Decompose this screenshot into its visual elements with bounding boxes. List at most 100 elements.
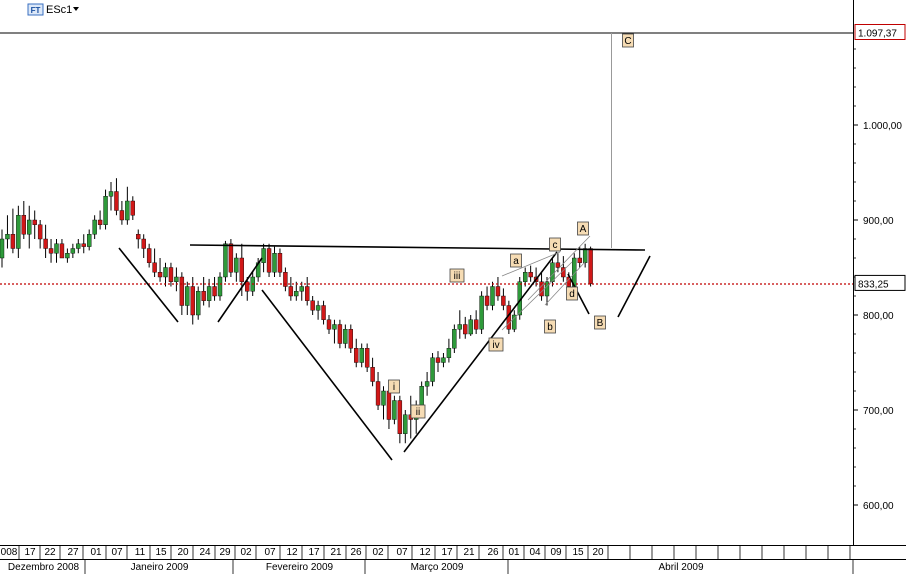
date-tick-label: 26 <box>487 547 499 558</box>
wave-label: c <box>553 240 558 251</box>
candle-up <box>441 357 446 363</box>
candle-up <box>108 191 114 197</box>
candle-up <box>70 248 76 254</box>
candle-up <box>490 286 495 306</box>
date-tick-label: 11 <box>135 547 146 558</box>
candle-down <box>97 219 103 225</box>
candle-up <box>27 219 32 235</box>
candle-down <box>157 272 163 278</box>
candle-up <box>16 215 21 249</box>
wave-label-box <box>388 379 400 394</box>
candle-down <box>305 286 310 301</box>
wave-label: iii <box>454 271 461 282</box>
ft-badge[interactable] <box>27 3 44 16</box>
candle-down <box>588 248 593 284</box>
candle-up <box>163 267 168 278</box>
candle-down <box>501 295 506 306</box>
date-tick-label: 27 <box>67 547 79 558</box>
candle-up <box>234 257 239 273</box>
candle-down <box>190 286 195 316</box>
candle-down <box>337 324 343 344</box>
wave-label-box <box>566 286 578 301</box>
candle-down <box>473 319 479 330</box>
annotation-lines-layer <box>0 32 853 461</box>
candle-up <box>185 286 190 306</box>
candle-up <box>315 305 321 311</box>
candle-up <box>582 248 588 263</box>
date-tick-label: 17 <box>308 547 320 558</box>
candle-down <box>326 319 332 330</box>
date-tick-label: 01 <box>508 547 520 558</box>
channel-line-1 <box>501 251 561 277</box>
candle-down <box>228 243 234 273</box>
month-label: Abril 2009 <box>658 562 703 573</box>
date-tick-label: 15 <box>572 547 584 558</box>
candle-down <box>577 257 582 263</box>
candle-up <box>103 196 108 225</box>
triangle-down-icon[interactable] <box>73 7 79 11</box>
y-tick-label: 700,00 <box>863 406 894 417</box>
candle-up <box>195 291 201 316</box>
wave-label: b <box>547 322 553 333</box>
candle-up <box>174 276 179 282</box>
neckline <box>189 244 646 251</box>
candle-up <box>479 295 484 330</box>
wave-label-box <box>622 33 634 48</box>
candle-down <box>348 329 353 349</box>
channel-line-3 <box>501 261 573 331</box>
candle-up <box>430 357 435 382</box>
ft-badge-label: FT <box>31 6 41 15</box>
y-tick-label: 900,00 <box>863 216 894 227</box>
wave-label-box <box>510 253 522 268</box>
candle-down <box>81 243 86 247</box>
candle-down <box>245 281 250 292</box>
candle-down <box>555 262 561 268</box>
candle-up <box>343 329 348 344</box>
candle-up <box>206 286 212 301</box>
wave-label: iv <box>492 340 499 351</box>
candle-up <box>446 348 452 358</box>
y-tick-label: 1.000,00 <box>863 121 902 132</box>
month-label: Fevereiro 2009 <box>266 562 334 573</box>
candle-up <box>261 248 266 263</box>
wave-label-box <box>544 319 556 334</box>
date-tick-label: 12 <box>286 547 298 558</box>
candle-up <box>65 253 70 259</box>
channel-line-2 <box>527 235 591 301</box>
candle-down <box>130 200 136 216</box>
target-price-box <box>854 23 906 40</box>
month-label: Dezembro 2008 <box>8 562 80 573</box>
candle-down <box>168 267 174 282</box>
candle-down <box>364 348 370 368</box>
candle-down <box>114 191 119 211</box>
candle-up <box>523 272 528 282</box>
candles-layer <box>0 178 593 444</box>
date-tick-label: 12 <box>419 547 431 558</box>
candle-up <box>424 381 430 387</box>
date-tick-label: 07 <box>111 547 123 558</box>
month-label: Janeiro 2009 <box>131 562 189 573</box>
y-tick-label: 800,00 <box>863 311 894 322</box>
candle-up <box>217 276 223 297</box>
candle-up <box>299 286 304 292</box>
candle-up <box>468 319 473 335</box>
candle-down <box>136 234 141 240</box>
candle-down <box>146 248 152 263</box>
symbol-label[interactable]: ESc1 <box>46 4 72 16</box>
candle-up <box>381 390 386 406</box>
date-tick-label: 17 <box>441 547 453 558</box>
candle-down <box>321 305 326 320</box>
wave-label: B <box>597 318 604 329</box>
trendline-main-up <box>403 251 558 453</box>
date-tick-label: 01 <box>90 547 102 558</box>
wave-label: C <box>624 36 631 47</box>
candle-down <box>484 295 490 306</box>
candle-down <box>10 234 16 249</box>
candle-down <box>528 272 533 278</box>
date-tick-label: 29 <box>219 547 231 558</box>
candle-up <box>550 262 555 282</box>
date-tick-label: 26 <box>350 547 362 558</box>
candle-down <box>435 357 441 363</box>
candle-up <box>223 243 228 278</box>
candle-down <box>277 253 283 273</box>
